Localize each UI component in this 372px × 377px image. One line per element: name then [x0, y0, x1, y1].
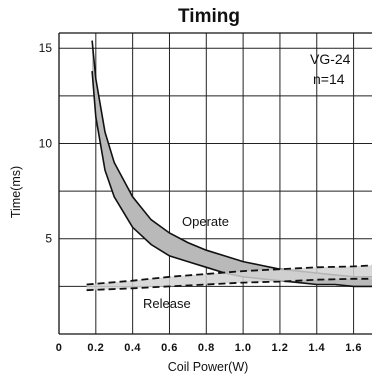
series-1-upper-line — [86, 264, 372, 286]
x-tick-label-3: 0.6 — [161, 342, 178, 354]
x-tick-label-6: 1.2 — [272, 342, 289, 354]
grid-lines — [59, 33, 372, 334]
data-bands — [86, 40, 372, 292]
series-band-1 — [86, 265, 372, 291]
x-tick-label-5: 1.0 — [235, 342, 252, 354]
y-axis-label: Time(ms) — [9, 166, 23, 218]
series-0-lower-line — [91, 71, 372, 288]
tick-labels: 0 0.2 0.4 0.6 0.8 1.0 1.2 1.4 1.6 5 10 15 — [39, 41, 362, 354]
release-series-label: Release — [143, 296, 191, 311]
x-axis-label: Coil Power(W) — [168, 360, 249, 374]
x-tick-label-0: 0 — [56, 342, 63, 354]
x-tick-label-8: 1.6 — [345, 342, 362, 354]
y-tick-label-0: 5 — [45, 232, 52, 246]
x-tick-label-1: 0.2 — [87, 342, 104, 354]
x-tick-label-7: 1.4 — [308, 342, 325, 354]
operate-series-label: Operate — [182, 214, 229, 229]
x-tick-label-4: 0.8 — [198, 342, 215, 354]
plot-frame — [58, 32, 372, 335]
y-tick-label-2: 15 — [39, 41, 53, 55]
series-1-lower-line — [86, 277, 372, 292]
model-annotation: VG-24 — [310, 51, 351, 67]
x-tick-label-2: 0.4 — [124, 342, 141, 354]
sample-count-annotation: n=14 — [313, 71, 345, 87]
chart-title: Timing — [178, 6, 240, 27]
y-tick-label-1: 10 — [39, 136, 53, 150]
